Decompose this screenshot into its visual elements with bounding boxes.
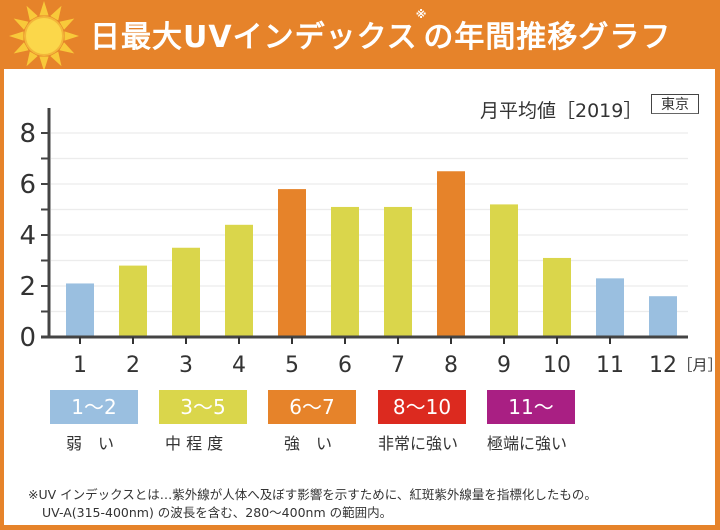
bar-month-3: [172, 247, 200, 337]
footnote-line-1: ※UV インデックスとは…紫外線が人体へ及ぼす影響を示すために、紅斑紫外線量を指…: [28, 487, 597, 502]
legend-label-moderate: 中 程 度: [165, 434, 224, 453]
bar-month-7: [384, 206, 412, 337]
bar-month-2: [119, 265, 147, 337]
y-tick-label: 0: [19, 323, 36, 353]
bar-month-11: [596, 278, 624, 337]
legend-label-very-strong: 非常に強い: [378, 434, 459, 453]
sun-ray: [64, 31, 79, 41]
legend-box-very-strong: 8〜10: [378, 390, 466, 424]
bar-month-5: [278, 189, 306, 337]
sun-ray: [13, 42, 29, 54]
bar-month-10: [543, 257, 571, 337]
sun-ray: [59, 42, 75, 54]
x-tick-label: 7: [391, 353, 405, 378]
chart-subtitle: 月平均値［2019］: [480, 100, 643, 122]
legend-box-weak: 1〜2: [50, 390, 138, 424]
y-tick-label: 2: [19, 272, 36, 302]
region-badge: 東京: [651, 94, 699, 114]
x-axis-unit-label: ［月］: [677, 356, 720, 374]
sun-ray: [26, 51, 38, 67]
x-tick-label: 3: [179, 353, 193, 378]
legend-box-moderate: 3〜5: [159, 390, 247, 424]
x-tick-label: 2: [126, 353, 140, 378]
sun-ray: [39, 1, 49, 16]
x-tick-label: 9: [497, 353, 511, 378]
bar-month-1: [66, 283, 94, 337]
y-tick-label: 8: [19, 119, 36, 149]
legend-box-extreme: 11〜: [487, 390, 575, 424]
legend-label-extreme: 極端に強い: [487, 434, 568, 453]
bar-month-6: [331, 206, 359, 337]
x-tick-label: 5: [285, 353, 299, 378]
x-tick-label: 10: [543, 353, 571, 378]
sun-ray: [39, 56, 49, 71]
sun-icon: [9, 1, 79, 71]
legend-label-weak: 弱 い: [66, 434, 115, 453]
title-footnote-mark: ※: [415, 8, 428, 21]
sun-ray: [13, 18, 29, 30]
page-title: 日最大UVインデックス※の年間推移グラフ: [90, 8, 672, 56]
title-main: 日最大UVインデックス: [90, 20, 418, 55]
title-suffix: の年間推移グラフ: [423, 20, 672, 55]
legend-label-strong: 強 い: [284, 434, 333, 453]
x-tick-label: 4: [232, 353, 246, 378]
sun-ray: [50, 5, 62, 21]
y-tick-label: 4: [19, 221, 36, 251]
sun-ray: [59, 18, 75, 30]
x-tick-label: 12: [649, 353, 677, 378]
bar-month-4: [225, 224, 253, 337]
x-tick-label: 1: [73, 353, 87, 378]
sun-ray: [26, 5, 38, 21]
bar-month-8: [437, 171, 465, 337]
header: 日最大UVインデックス※の年間推移グラフ: [0, 0, 720, 71]
bar-month-12: [649, 296, 677, 337]
bar-month-9: [490, 204, 518, 337]
sun-ray: [9, 31, 24, 41]
footnote-line-2: UV-A(315-400nm) の波長を含む、280〜400nm の範囲内。: [42, 505, 393, 520]
x-tick-label: 8: [444, 353, 458, 378]
x-tick-label: 6: [338, 353, 352, 378]
x-tick-label: 11: [596, 353, 624, 378]
sun-ray: [50, 51, 62, 67]
legend-box-strong: 6〜7: [268, 390, 356, 424]
y-tick-label: 6: [19, 170, 36, 200]
